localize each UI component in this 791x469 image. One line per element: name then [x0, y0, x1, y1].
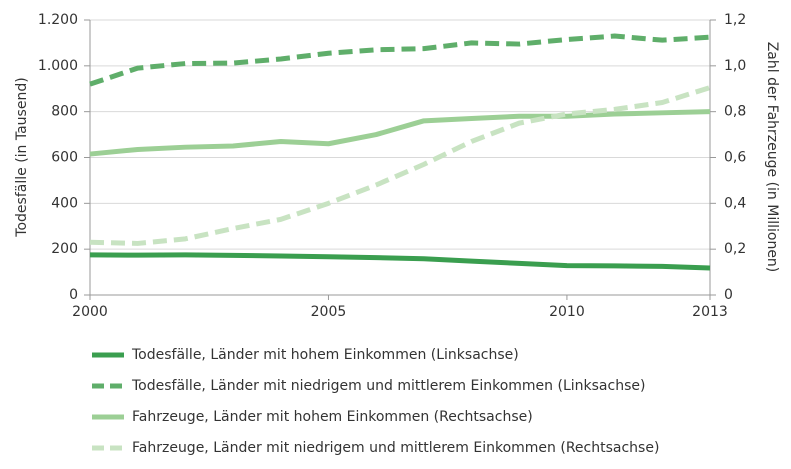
y2-tick-label: 0,2	[724, 241, 746, 257]
y2-tick-label: 0,4	[724, 195, 746, 211]
series-line	[89, 252, 711, 271]
y2-axis-title: Zahl der Fahrzeuge (in Millionen)	[764, 42, 780, 273]
series-line	[89, 85, 711, 246]
series-line	[89, 109, 711, 157]
legend-label: Todesfälle, Länder mit hohem Einkommen (…	[131, 347, 519, 363]
y-tick-label: 600	[51, 150, 78, 166]
y-tick-label: 800	[51, 104, 78, 120]
x-tick-label: 2000	[72, 304, 108, 320]
x-tick-label: 2010	[549, 304, 585, 320]
legend-label: Fahrzeuge, Länder mit hohem Einkommen (R…	[132, 409, 533, 425]
y2-tick-label: 1,2	[724, 12, 746, 28]
y-axis-title: Todesfälle (in Tausend)	[14, 77, 30, 237]
y2-tick-label: 0,8	[724, 104, 746, 120]
y-tick-label: 200	[51, 241, 78, 257]
x-tick-label: 2005	[311, 304, 347, 320]
legend-label: Todesfälle, Länder mit niedrigem und mit…	[131, 378, 645, 394]
y-tick-label: 400	[51, 195, 78, 211]
x-tick-label: 2013	[692, 304, 728, 320]
y-tick-label: 1.200	[38, 12, 78, 28]
legend-label: Fahrzeuge, Länder mit niedrigem und mitt…	[132, 440, 659, 456]
y-tick-label: 0	[69, 287, 78, 303]
y2-tick-label: 0,6	[724, 150, 746, 166]
y2-tick-label: 1,0	[724, 58, 746, 74]
y2-tick-label: 0	[724, 287, 733, 303]
y-tick-label: 1.000	[38, 58, 78, 74]
series-line	[89, 33, 711, 87]
